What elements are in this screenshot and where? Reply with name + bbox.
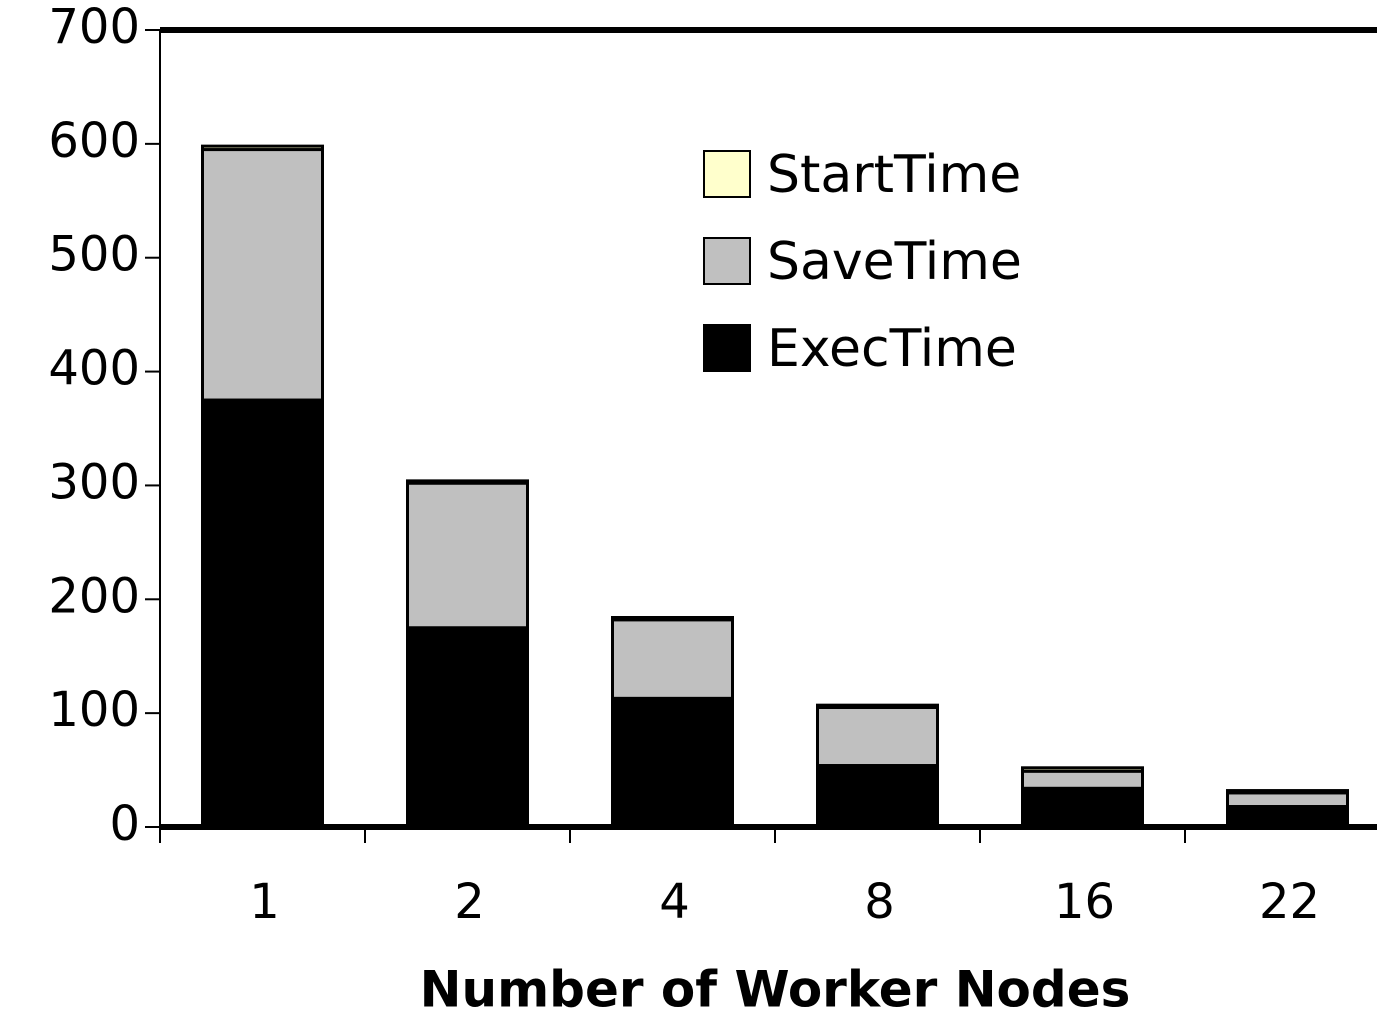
y-tick-label: 400 [48,341,140,397]
bar-segment [406,479,529,485]
y-tick-label: 100 [48,682,140,738]
bar-segment [816,764,939,829]
legend-label: SaveTime [767,232,1022,292]
bar-segment [816,705,939,768]
bar-segment [1226,791,1349,809]
bar-segment [201,144,324,152]
legend-swatch [703,150,751,198]
bar-segment [1021,786,1144,829]
y-tick-label: 500 [48,227,140,283]
y-tick-label: 600 [48,113,140,169]
y-tick-label: 200 [48,568,140,624]
bar-segment [611,616,734,622]
bar-segment [611,696,734,829]
legend-swatch [703,324,751,372]
x-axis-title: Number of Worker Nodes [420,961,1131,1019]
y-tick-label: 300 [48,454,140,510]
bar-segment [1226,789,1349,795]
bar-segment [1226,805,1349,829]
bar-segment [1021,769,1144,790]
x-tick-label: 8 [864,874,895,930]
bar-segment [201,148,324,402]
x-tick-label: 22 [1259,874,1320,930]
y-tick-label: 0 [109,796,140,852]
y-tick-label: 700 [48,0,140,55]
x-tick-label: 2 [454,874,485,930]
bar-segment [201,398,324,829]
bar-segment [816,703,939,709]
legend-label: StartTime [767,145,1021,205]
x-tick-label: 4 [659,874,690,930]
bar-segment [1021,766,1144,773]
bar-segment [611,618,734,700]
bar-segment [406,626,529,829]
x-tick-label: 16 [1054,874,1115,930]
x-tick-label: 1 [249,874,280,930]
legend-swatch [703,237,751,285]
bar-segment [406,481,529,630]
legend-label: ExecTime [767,319,1017,379]
